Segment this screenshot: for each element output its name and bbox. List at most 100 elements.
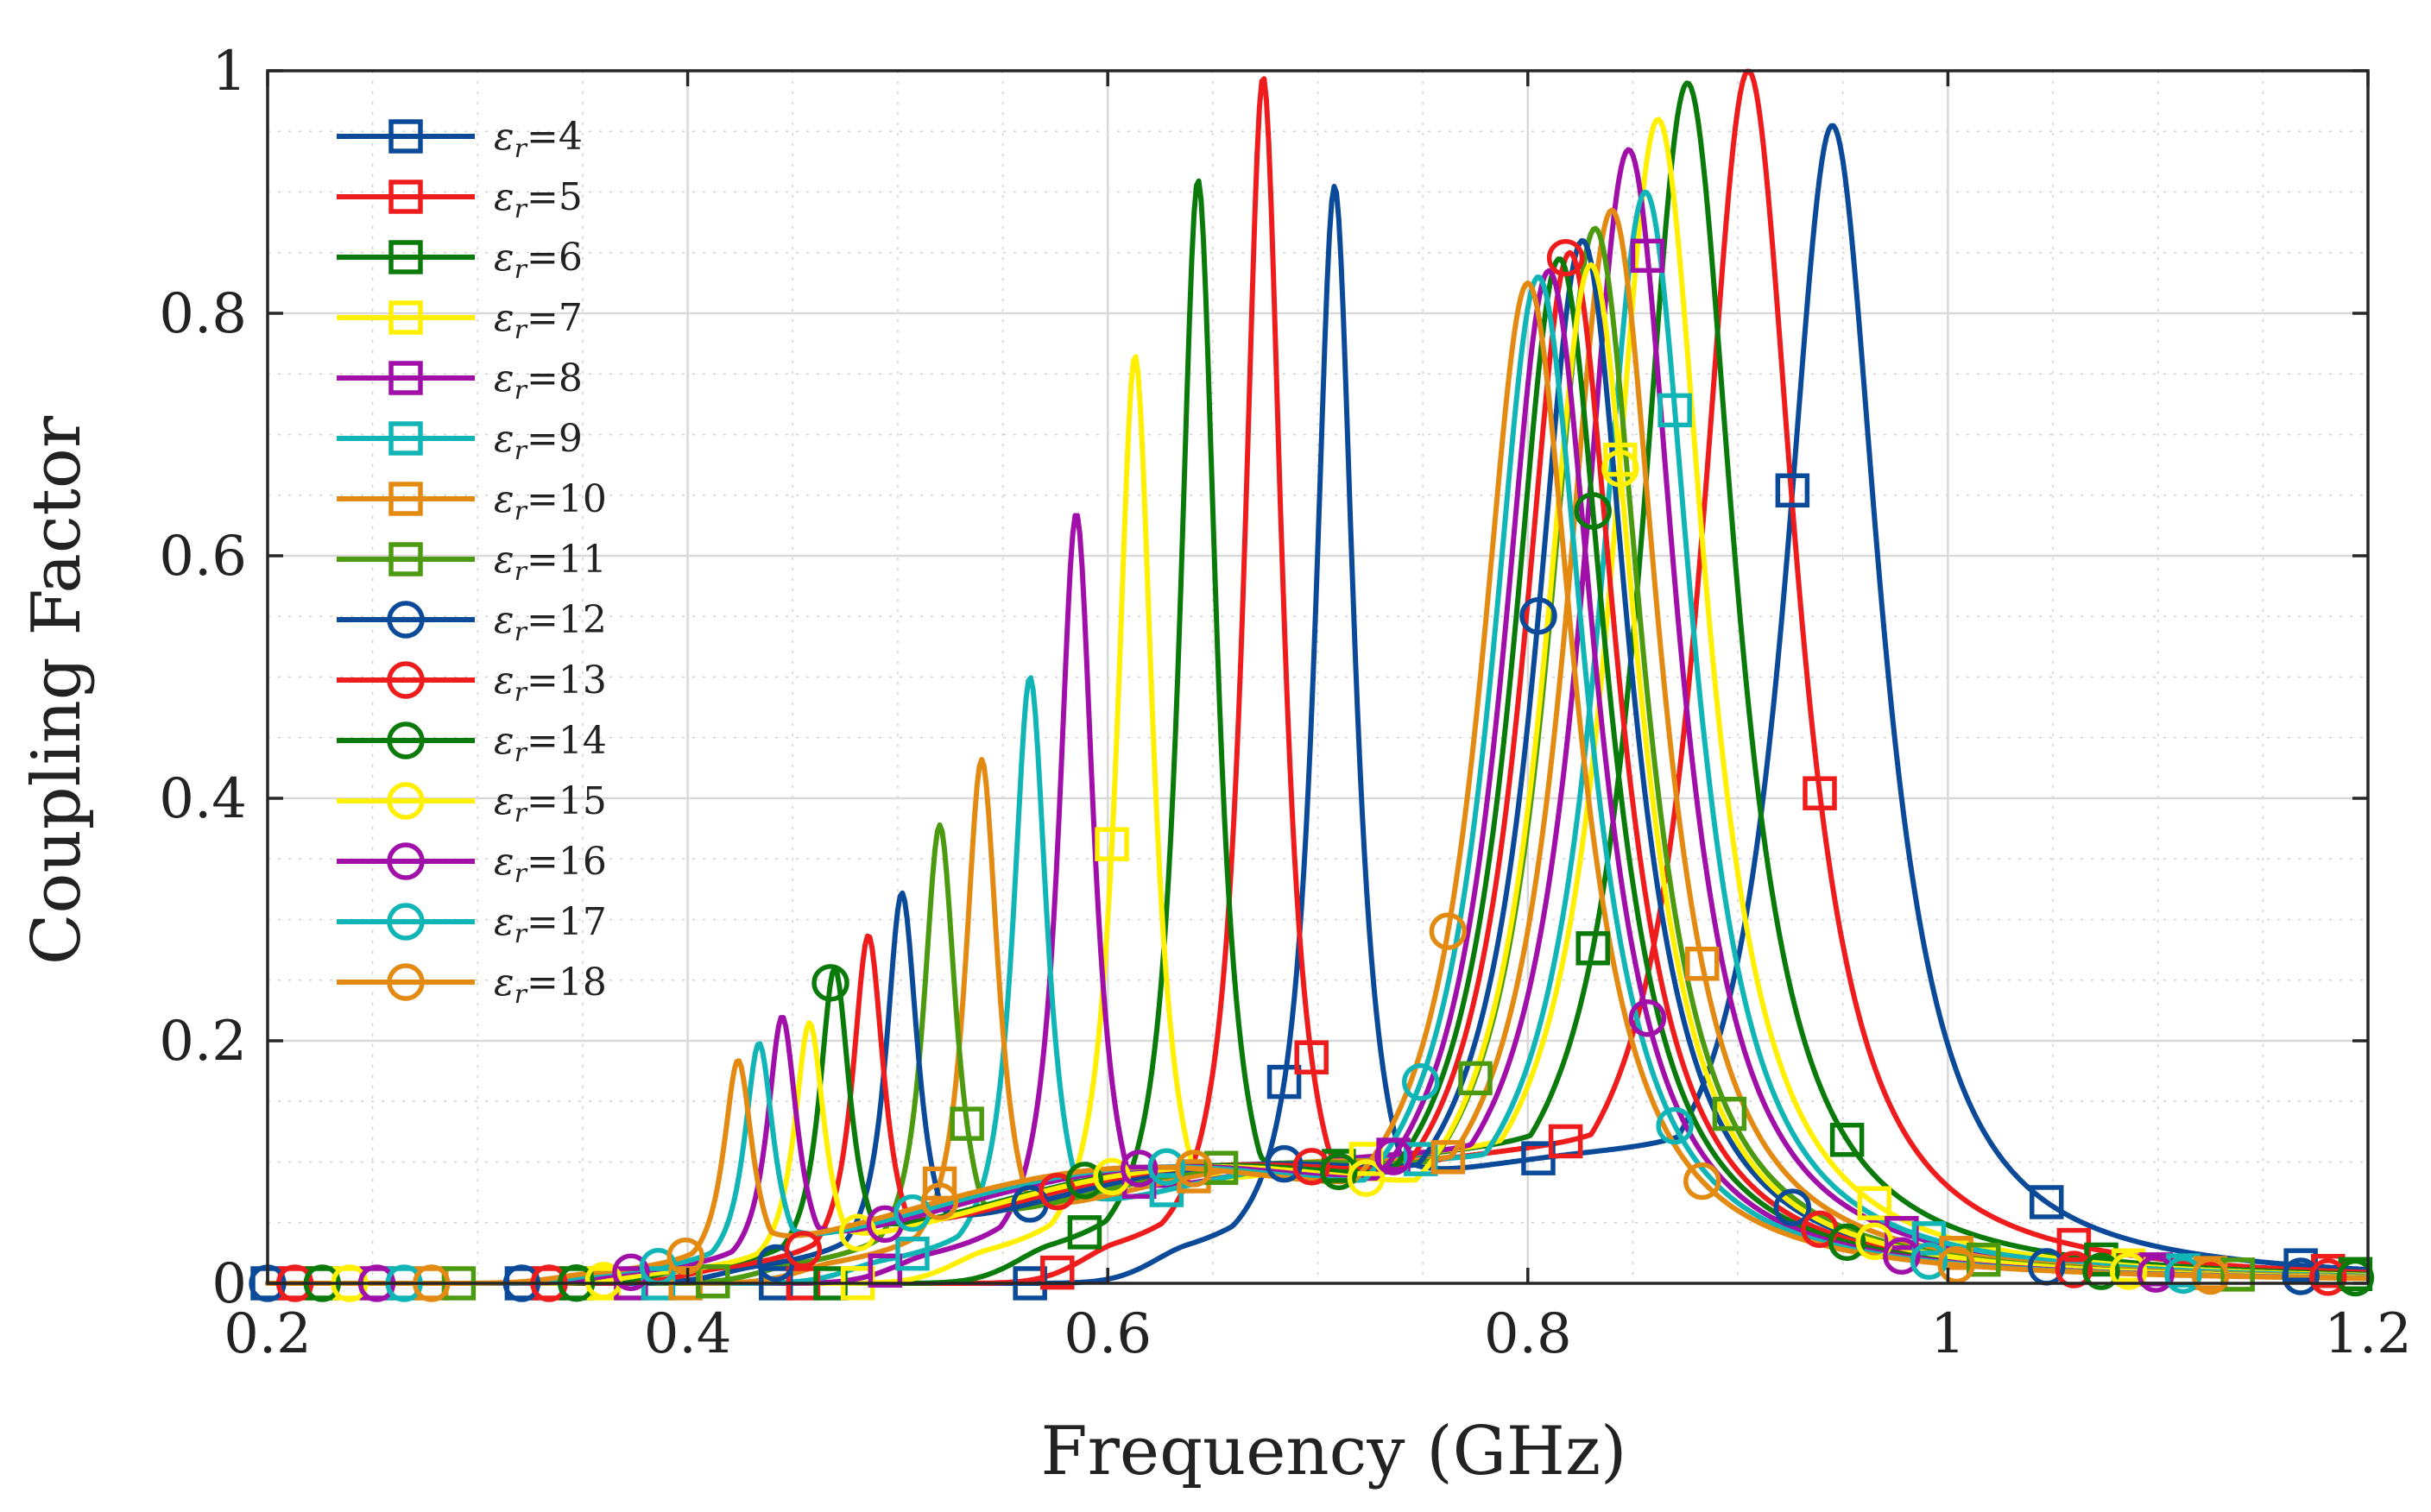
legend-marker-circle bbox=[387, 842, 425, 880]
series-marker-square bbox=[2030, 1185, 2064, 1219]
series-marker-circle bbox=[838, 1213, 877, 1251]
legend-label: εr=6 bbox=[494, 236, 583, 285]
y-axis-title: Coupling Factor bbox=[18, 415, 96, 965]
series-marker-square bbox=[950, 1106, 984, 1141]
legend-marker-circle bbox=[387, 903, 425, 941]
series-marker-square bbox=[895, 1236, 930, 1271]
series-marker-square bbox=[1857, 1186, 1891, 1220]
series-marker-circle bbox=[1937, 1245, 1975, 1284]
series-marker-circle bbox=[1656, 1106, 1694, 1145]
legend-marker-square bbox=[388, 240, 423, 274]
legend-marker-circle bbox=[387, 782, 425, 820]
legend-marker-square bbox=[388, 300, 423, 335]
legend-marker-circle bbox=[387, 963, 425, 1001]
series-marker-circle bbox=[2082, 1252, 2120, 1290]
series-marker-circle bbox=[1120, 1150, 1159, 1188]
series-marker-circle bbox=[1429, 912, 1468, 950]
series-marker-square bbox=[696, 1264, 730, 1299]
legend-marker-square bbox=[388, 542, 423, 576]
series-marker-circle bbox=[1883, 1237, 1921, 1276]
legend-label: εr=12 bbox=[494, 598, 607, 647]
series-marker-square bbox=[1294, 1040, 1329, 1074]
legend-entry: εr=16 bbox=[337, 840, 607, 889]
legend-label: εr=10 bbox=[494, 477, 607, 526]
legend-marker-square bbox=[388, 361, 423, 395]
legend-entry: εr=17 bbox=[337, 900, 607, 949]
y-tick-label: 0 bbox=[212, 1252, 247, 1316]
series-marker-circle bbox=[2164, 1256, 2202, 1295]
legend-label: εr=7 bbox=[494, 296, 583, 345]
legend-entry: εr=6 bbox=[337, 236, 583, 285]
series-marker-square bbox=[1829, 1123, 1865, 1157]
series-marker-circle bbox=[1773, 1188, 1812, 1226]
legend-label: εr=11 bbox=[494, 538, 607, 587]
series-marker-circle bbox=[1546, 239, 1585, 277]
legend-entry: εr=18 bbox=[337, 961, 607, 1010]
series-marker-circle bbox=[1320, 1152, 1358, 1191]
series-marker-square bbox=[1095, 827, 1129, 861]
legend-marker-circle bbox=[387, 721, 425, 759]
y-axis-ticks: 0 0.2 0.4 0.6 0.8 1 bbox=[159, 40, 2368, 1316]
series-marker-square bbox=[1040, 1255, 1075, 1290]
legend-label: εr=13 bbox=[494, 658, 607, 708]
series-marker-square bbox=[1203, 1150, 1239, 1186]
y-tick-label: 1 bbox=[212, 40, 247, 104]
legend: εr=4 εr=5 εr=6 εr=7 εr=8 εr=9 εr=10 εr=11 εr=12 ε… bbox=[337, 115, 607, 1010]
legend-marker-circle bbox=[387, 601, 425, 639]
series-marker-circle bbox=[1401, 1063, 1440, 1101]
legend-entry: εr=8 bbox=[337, 356, 583, 406]
series-marker-square bbox=[1266, 1064, 1302, 1099]
legend-entry: εr=5 bbox=[337, 175, 583, 224]
series-marker-circle bbox=[1828, 1223, 1866, 1262]
legend-entry: εr=9 bbox=[337, 417, 583, 466]
series-marker-circle bbox=[1175, 1150, 1213, 1188]
legend-label: εr=18 bbox=[494, 961, 607, 1010]
legend-label: εr=16 bbox=[494, 840, 607, 889]
series-marker-circle bbox=[1374, 1137, 1412, 1175]
legend-entry: εr=12 bbox=[337, 598, 607, 647]
series-marker-circle bbox=[1601, 450, 1639, 488]
series-marker-circle bbox=[584, 1262, 623, 1300]
series-marker-square bbox=[1658, 393, 1692, 428]
series-marker-circle bbox=[2055, 1251, 2093, 1288]
series-marker-circle bbox=[1683, 1162, 1721, 1200]
series-marker-square bbox=[2220, 1257, 2255, 1292]
legend-marker-square bbox=[388, 180, 423, 214]
y-tick-label: 0.2 bbox=[159, 1010, 247, 1074]
x-axis-ticks: 0.2 0.4 0.6 0.8 1 1.2 bbox=[224, 71, 2412, 1366]
plot-area-frame bbox=[266, 69, 2370, 1285]
series-marker-circle bbox=[1519, 596, 1557, 635]
series-markers bbox=[249, 238, 2375, 1302]
series-marker-square bbox=[922, 1166, 957, 1201]
x-tick-label: 0.4 bbox=[644, 1302, 732, 1366]
legend-entry: εr=4 bbox=[337, 115, 583, 164]
legend-label: εr=17 bbox=[494, 900, 607, 949]
series-marker-square bbox=[1430, 1140, 1466, 1175]
series-marker-circle bbox=[2282, 1257, 2320, 1295]
series-marker-square bbox=[1458, 1061, 1493, 1096]
series-marker-square bbox=[1775, 473, 1810, 508]
series-marker-circle bbox=[1265, 1144, 1304, 1183]
legend-entry: εr=14 bbox=[337, 719, 607, 768]
legend-label: εr=5 bbox=[494, 175, 583, 224]
series-marker-circle bbox=[1065, 1162, 1104, 1200]
series-marker-square bbox=[1684, 947, 1720, 981]
series-marker-square bbox=[1575, 931, 1610, 966]
series-marker-circle bbox=[666, 1237, 704, 1276]
y-tick-label: 0.8 bbox=[159, 282, 247, 346]
series-marker-circle bbox=[612, 1253, 650, 1291]
series-marker-square bbox=[1803, 776, 1837, 810]
series-marker-circle bbox=[2109, 1252, 2148, 1290]
legend-label: εr=14 bbox=[494, 719, 607, 768]
legend-entry: εr=11 bbox=[337, 538, 607, 587]
legend-label: εr=8 bbox=[494, 356, 583, 406]
y-tick-label: 0.6 bbox=[159, 525, 247, 589]
series-marker-circle bbox=[1292, 1148, 1330, 1186]
axes-frame bbox=[266, 69, 2370, 1285]
series-marker-square bbox=[1548, 1124, 1583, 1159]
legend-marker-square bbox=[388, 482, 423, 516]
x-tick-label: 0.6 bbox=[1064, 1302, 1152, 1366]
series-marker-square bbox=[1630, 238, 1665, 274]
x-axis-title: Frequency (GHz) bbox=[1041, 1413, 1627, 1490]
